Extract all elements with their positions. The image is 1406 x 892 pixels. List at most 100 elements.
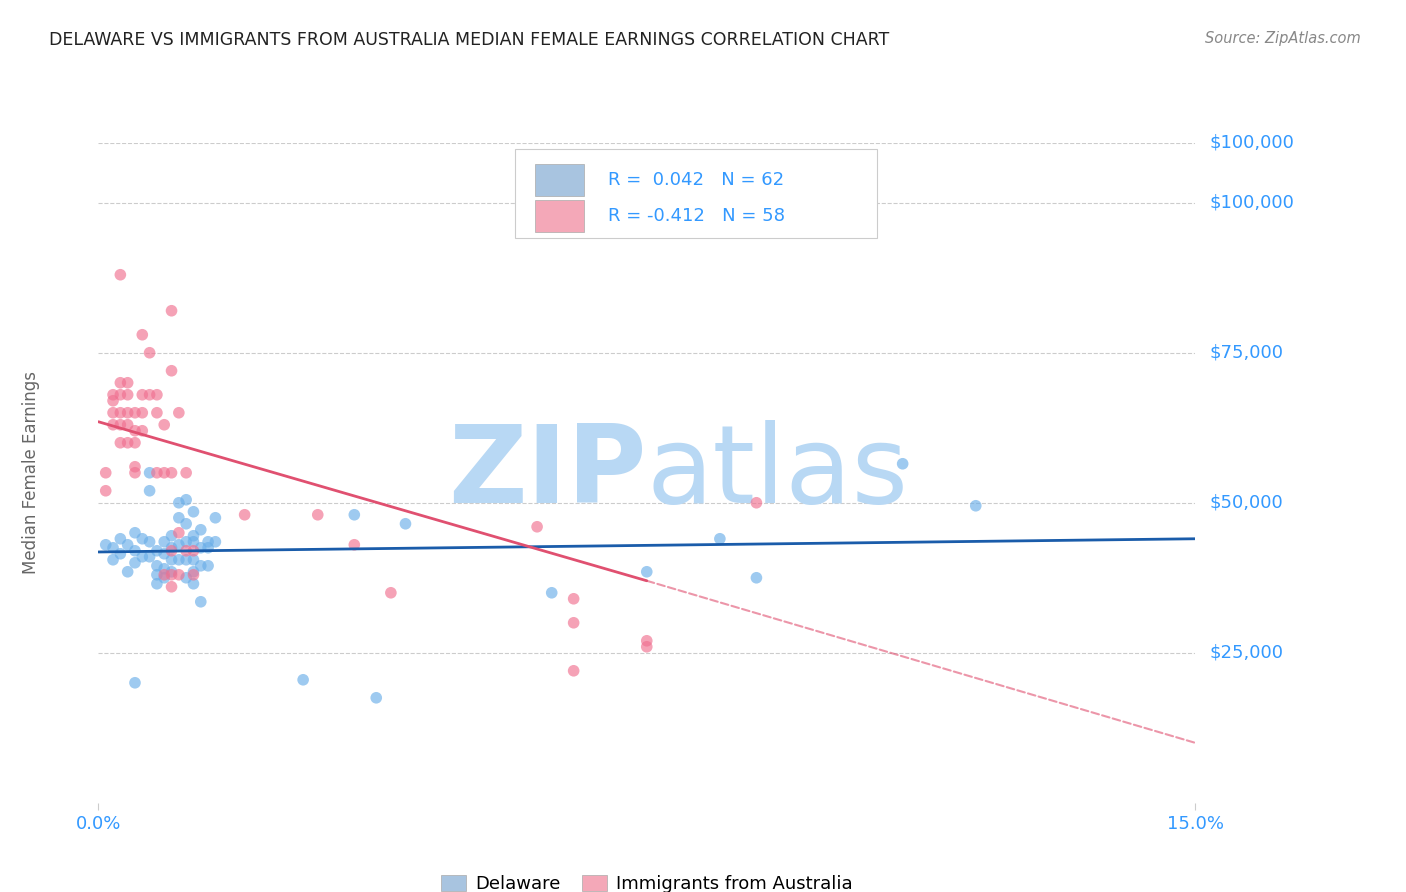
- Point: [138, 345, 160, 359]
- Point: [153, 466, 176, 480]
- Point: [343, 538, 366, 552]
- Point: [101, 541, 124, 555]
- Point: [183, 534, 205, 549]
- Point: [131, 406, 153, 420]
- Point: [540, 586, 562, 600]
- Point: [526, 520, 548, 534]
- Point: [197, 534, 219, 549]
- Point: [146, 388, 169, 402]
- Point: [138, 466, 160, 480]
- Point: [101, 393, 124, 408]
- Point: [117, 565, 139, 579]
- Point: [101, 553, 124, 567]
- Point: [110, 435, 132, 450]
- Point: [167, 510, 190, 524]
- Point: [160, 553, 183, 567]
- Point: [117, 417, 139, 432]
- Text: R =  0.042   N = 62: R = 0.042 N = 62: [609, 170, 785, 189]
- Point: [124, 543, 146, 558]
- Text: $100,000: $100,000: [1209, 194, 1294, 211]
- Point: [174, 553, 197, 567]
- Point: [131, 388, 153, 402]
- Point: [965, 499, 987, 513]
- Point: [562, 615, 585, 630]
- Point: [174, 543, 197, 558]
- Point: [160, 529, 183, 543]
- Point: [183, 576, 205, 591]
- Point: [131, 549, 153, 564]
- Text: $100,000: $100,000: [1209, 134, 1294, 152]
- Text: atlas: atlas: [647, 420, 908, 525]
- Point: [292, 673, 315, 687]
- Point: [160, 364, 183, 378]
- Point: [183, 553, 205, 567]
- Point: [167, 525, 190, 540]
- Point: [153, 562, 176, 576]
- Point: [153, 547, 176, 561]
- Point: [110, 388, 132, 402]
- Legend: Delaware, Immigrants from Australia: Delaware, Immigrants from Australia: [433, 868, 860, 892]
- Point: [124, 406, 146, 420]
- Point: [160, 567, 183, 582]
- Point: [117, 376, 139, 390]
- Point: [183, 505, 205, 519]
- FancyBboxPatch shape: [534, 200, 585, 232]
- Point: [891, 457, 914, 471]
- Point: [197, 558, 219, 573]
- Point: [117, 435, 139, 450]
- Point: [745, 571, 768, 585]
- Text: $50,000: $50,000: [1209, 494, 1282, 512]
- Point: [190, 523, 212, 537]
- Point: [101, 388, 124, 402]
- Point: [562, 664, 585, 678]
- Point: [110, 406, 132, 420]
- Point: [146, 543, 169, 558]
- Point: [183, 529, 205, 543]
- Point: [709, 532, 731, 546]
- Point: [204, 510, 226, 524]
- Point: [167, 553, 190, 567]
- Point: [366, 690, 388, 705]
- Point: [146, 576, 169, 591]
- Point: [174, 571, 197, 585]
- Point: [636, 640, 658, 654]
- Point: [110, 417, 132, 432]
- Point: [101, 406, 124, 420]
- Point: [167, 496, 190, 510]
- Point: [153, 571, 176, 585]
- Point: [146, 406, 169, 420]
- Point: [124, 466, 146, 480]
- Point: [174, 466, 197, 480]
- Point: [153, 567, 176, 582]
- Point: [110, 376, 132, 390]
- Point: [101, 417, 124, 432]
- Point: [131, 424, 153, 438]
- Point: [146, 466, 169, 480]
- Point: [190, 541, 212, 555]
- Text: Median Female Earnings: Median Female Earnings: [22, 371, 39, 574]
- Point: [131, 327, 153, 342]
- Point: [146, 558, 169, 573]
- Point: [204, 534, 226, 549]
- Point: [380, 586, 402, 600]
- Point: [174, 534, 197, 549]
- Point: [124, 675, 146, 690]
- Point: [124, 459, 146, 474]
- Point: [183, 565, 205, 579]
- Point: [183, 543, 205, 558]
- Point: [174, 516, 197, 531]
- Point: [153, 417, 176, 432]
- Point: [117, 406, 139, 420]
- Point: [197, 541, 219, 555]
- Point: [636, 565, 658, 579]
- Point: [138, 549, 160, 564]
- Text: ZIP: ZIP: [449, 420, 647, 525]
- Point: [153, 534, 176, 549]
- Point: [394, 516, 416, 531]
- Text: $75,000: $75,000: [1209, 343, 1284, 362]
- Point: [233, 508, 256, 522]
- Point: [124, 435, 146, 450]
- Point: [167, 406, 190, 420]
- Point: [745, 496, 768, 510]
- Point: [124, 424, 146, 438]
